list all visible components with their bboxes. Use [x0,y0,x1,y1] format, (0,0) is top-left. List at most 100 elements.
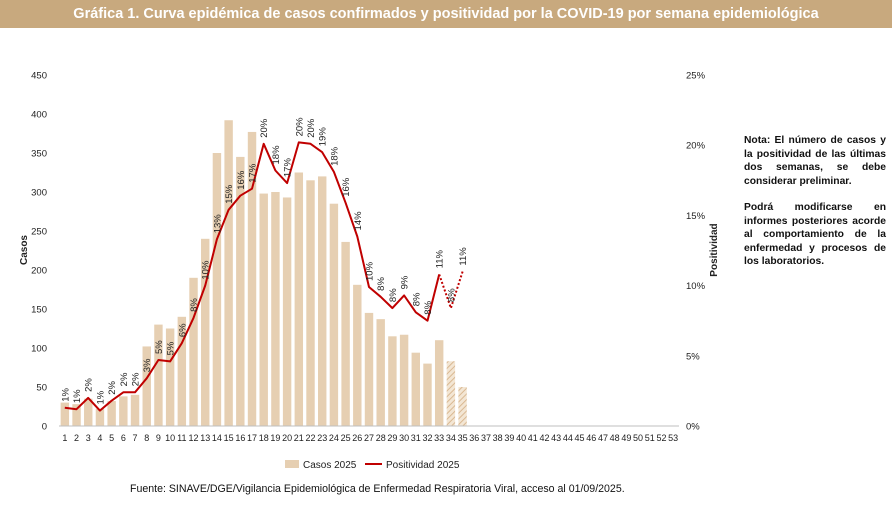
bar [282,197,292,426]
y2-axis-label: Positividad [709,223,720,276]
positivity-data-label: 1% [60,387,71,401]
x-tick-label: 28 [376,433,386,443]
positivity-data-label: 2% [107,380,118,394]
x-tick-label: 39 [504,433,514,443]
positivity-data-label: 16% [341,177,352,197]
x-tick-label: 50 [633,433,643,443]
x-tick-label: 3 [86,433,91,443]
x-tick-label: 15 [224,433,234,443]
x-tick-label: 21 [294,433,304,443]
x-tick-label: 49 [621,433,631,443]
x-tick-label: 6 [121,433,126,443]
bar [353,284,362,426]
bar [107,401,116,426]
bar [130,394,140,426]
positivity-data-label: 3% [142,358,153,372]
x-tick-label: 14 [212,433,222,443]
x-tick-label: 2 [74,433,79,443]
x-tick-label: 46 [586,433,596,443]
bar [423,363,432,426]
y-tick-label: 400 [31,110,47,121]
y2-tick-label: 0% [686,422,700,433]
x-tick-label: 27 [364,433,374,443]
positivity-data-label: 16% [236,170,247,190]
positivity-data-label: 5% [166,341,177,355]
y-tick-label: 250 [31,227,47,238]
x-tick-label: 52 [656,433,666,443]
bar [189,277,198,426]
x-tick-label: 1 [62,433,67,443]
y2-tick-label: 10% [686,281,706,292]
bar [411,352,421,426]
positivity-data-label: 1% [72,389,83,403]
x-tick-label: 36 [469,433,479,443]
y-tick-label: 300 [31,188,47,199]
bar-preliminary [458,387,467,426]
positivity-data-label: 2% [84,378,95,392]
bar [317,176,327,426]
positivity-data-label: 19% [318,127,329,147]
bar [329,203,339,426]
x-tick-label: 20 [282,433,292,443]
positivity-data-label: 8% [189,298,200,312]
positivity-data-label: 8% [388,288,399,302]
y-tick-label: 150 [31,305,47,316]
x-tick-label: 4 [97,433,102,443]
positivity-data-label: 17% [248,163,259,183]
bar [434,340,444,426]
positivity-line-preliminary [438,271,464,312]
bar [247,131,257,426]
x-tick-label: 33 [434,433,444,443]
bar [72,404,81,426]
y-tick-label: 350 [31,149,47,160]
x-tick-label: 11 [177,433,186,443]
axes-layer: 0501001502002503003504004500%5%10%15%20%… [31,71,705,444]
y2-tick-label: 5% [686,351,700,362]
positivity-data-label: 20% [294,117,305,137]
positivity-data-label: 5% [154,340,165,354]
y2-tick-label: 20% [686,141,706,152]
x-tick-label: 53 [668,433,678,443]
positivity-data-label: 14% [353,211,364,231]
bar [271,192,280,426]
positivity-data-label: 10% [365,261,376,281]
positivity-data-label: 11% [435,250,446,269]
x-tick-label: 43 [551,433,561,443]
x-tick-label: 44 [563,433,573,443]
x-tick-label: 22 [306,433,316,443]
bar [201,238,210,426]
x-tick-label: 26 [352,433,362,443]
legend-bars-label: Casos 2025 [303,460,357,471]
source-text: Fuente: SINAVE/DGE/Vigilancia Epidemioló… [130,483,625,495]
positivity-data-label: 6% [177,323,188,337]
bar [259,193,268,426]
x-tick-label: 12 [189,433,199,443]
bar [236,156,245,426]
bar [142,346,151,426]
x-tick-label: 17 [247,433,257,443]
positivity-data-label: 2% [119,372,130,386]
positivity-data-label: 18% [271,145,282,165]
bar [84,398,93,426]
positivity-line [64,141,441,412]
bar [388,336,397,426]
positivity-data-label: 8% [376,277,387,291]
x-tick-label: 42 [539,433,549,443]
positivity-data-label: 20% [259,118,270,138]
x-tick-label: 5 [109,433,114,443]
bar [294,172,304,426]
y2-tick-label: 25% [686,71,706,82]
y-tick-label: 450 [31,71,47,82]
data-labels-layer: 1% 1%2%1%2%2% 2%3%5% 5%6%8%10%13%15%16% 17%2… [60,117,469,405]
x-tick-label: 31 [411,433,421,443]
bar-preliminary [446,361,456,426]
legend-bars-swatch [285,460,299,468]
x-tick-label: 29 [387,433,397,443]
positivity-data-label: 17% [283,158,294,178]
x-tick-label: 7 [133,433,138,443]
y-tick-label: 200 [31,266,47,277]
bar [177,316,187,426]
note-modification: Podrá modificarse en informes posteriore… [744,202,886,267]
bar [341,241,350,426]
note-preliminary: Nota: El número de casos y la positivida… [744,135,886,187]
